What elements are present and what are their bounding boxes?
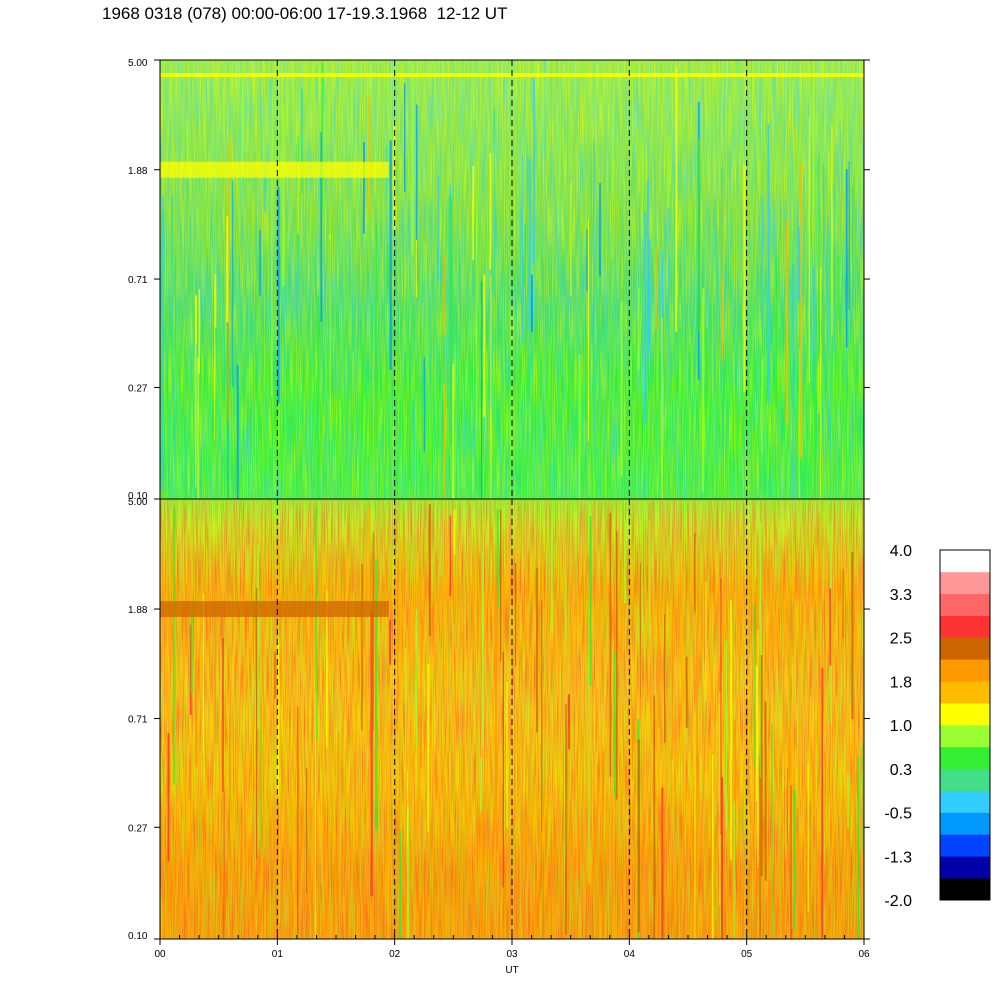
colorbar-label: 1.8 xyxy=(890,674,912,691)
x-tick-label: 02 xyxy=(389,949,401,960)
colorbar-label: -1.3 xyxy=(884,849,912,866)
x-axis-label: UT xyxy=(505,965,518,976)
colorbar-label: 1.0 xyxy=(890,718,912,735)
page-title: 1968 0318 (078) 00:00-06:00 17-19.3.1968… xyxy=(102,4,508,23)
colorbar: 4.0 3.3 2.5 1.8 1.0 0.3 -0.5 -1.3 -2.0 xyxy=(884,543,991,910)
colorbar-swatch xyxy=(940,659,990,682)
upper-spectrogram-panel xyxy=(160,60,864,499)
colorbar-swatch xyxy=(940,768,990,791)
colorbar-swatch xyxy=(940,812,990,835)
colorbar-label: 0.3 xyxy=(890,762,912,779)
x-tick-label: 05 xyxy=(741,949,753,960)
colorbar-swatch xyxy=(940,637,990,660)
y-tick-label: 0.27 xyxy=(128,823,148,834)
colorbar-label: -2.0 xyxy=(884,893,912,910)
y-tick-label: 5.00 xyxy=(128,497,148,508)
y-tick-label: 0.71 xyxy=(128,275,148,286)
colorbar-swatch xyxy=(940,878,990,901)
colorbar-swatch xyxy=(940,790,990,813)
axes-layer: 5.001.880.710.270.105.001.880.710.270.10… xyxy=(128,58,870,976)
x-tick-label: 06 xyxy=(858,949,870,960)
colorbar-swatch xyxy=(940,856,990,879)
colorbar-swatch xyxy=(940,550,990,573)
colorbar-swatch xyxy=(940,571,990,595)
colorbar-swatch xyxy=(940,746,990,770)
band-1-88 xyxy=(160,161,389,178)
colorbar-label: -0.5 xyxy=(884,806,912,823)
colorbar-swatch xyxy=(940,681,990,704)
colorbar-swatch xyxy=(940,725,990,748)
lower-spectrogram-panel xyxy=(160,499,864,939)
y-tick-label: 1.88 xyxy=(128,605,148,616)
colorbar-label: 3.3 xyxy=(890,587,912,604)
x-tick-label: 01 xyxy=(272,949,284,960)
x-tick-label: 00 xyxy=(154,949,166,960)
colorbar-frame xyxy=(939,549,991,901)
y-tick-label: 0.71 xyxy=(128,715,148,726)
colorbar-swatch xyxy=(940,834,990,857)
y-tick-label: 0.10 xyxy=(128,491,148,502)
colorbar-swatch xyxy=(940,703,990,726)
x-tick-label: 04 xyxy=(624,949,636,960)
colorbar-swatch xyxy=(940,615,990,638)
x-tick-label: 03 xyxy=(506,949,518,960)
colorbar-swatch xyxy=(940,593,990,616)
band-1-88 xyxy=(160,601,389,617)
y-tick-label: 1.88 xyxy=(128,166,148,177)
y-tick-label: 5.00 xyxy=(128,58,148,69)
colorbar-label: 2.5 xyxy=(890,631,912,648)
colorbar-label: 4.0 xyxy=(890,543,912,560)
y-tick-label: 0.10 xyxy=(128,931,148,942)
y-tick-label: 0.27 xyxy=(128,384,148,395)
